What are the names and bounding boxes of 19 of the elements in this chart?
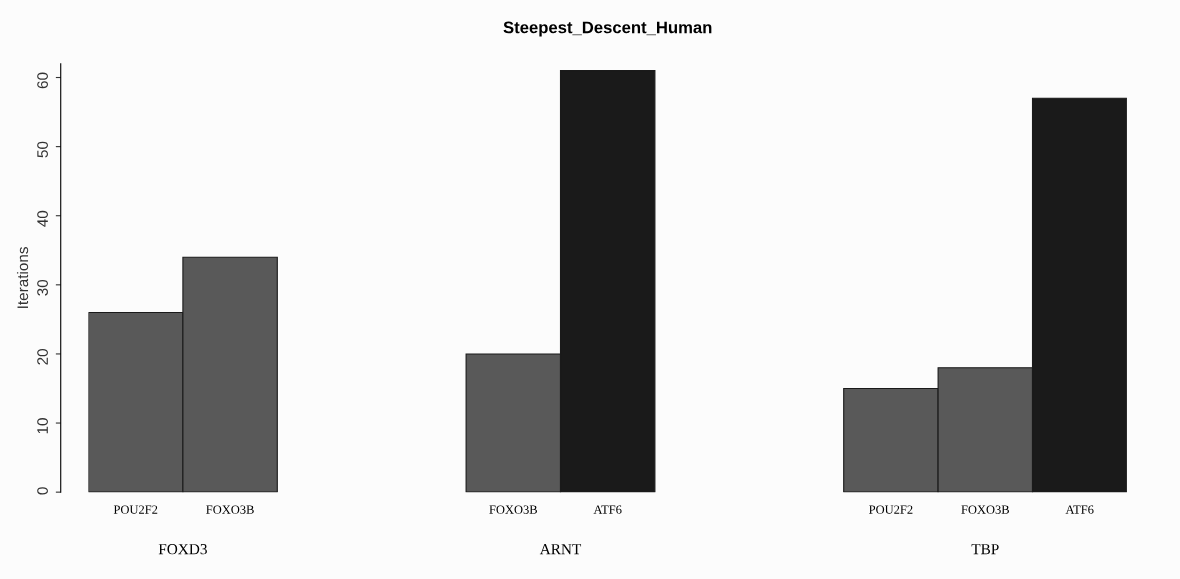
chart-title: Steepest_Descent_Human bbox=[503, 21, 712, 37]
x-tick-label: FOXO3B bbox=[489, 505, 537, 514]
text: FOXD3 bbox=[158, 544, 207, 555]
x-tick-label: FOXO3B bbox=[206, 505, 254, 514]
x-tick-label: FOXO3B bbox=[961, 505, 1009, 514]
text: ARNT bbox=[539, 544, 582, 555]
y-tick-label: 30 bbox=[37, 279, 48, 296]
x-tick-label: ATF6 bbox=[1065, 505, 1094, 514]
x-tick-label: POU2F2 bbox=[869, 505, 913, 514]
y-tick-label: 50 bbox=[37, 141, 48, 158]
y-tick-label: 20 bbox=[37, 349, 48, 365]
x-tick-label: POU2F2 bbox=[113, 505, 158, 514]
text: TBP bbox=[971, 544, 999, 555]
y-axis-title: Iterations bbox=[16, 247, 29, 308]
x-tick-label: ATF6 bbox=[593, 505, 622, 514]
y-tick-label: 60 bbox=[37, 72, 48, 89]
y-tick-label: 10 bbox=[37, 418, 48, 434]
y-tick-label: 40 bbox=[37, 210, 48, 227]
y-tick-label: 0 bbox=[37, 487, 48, 495]
